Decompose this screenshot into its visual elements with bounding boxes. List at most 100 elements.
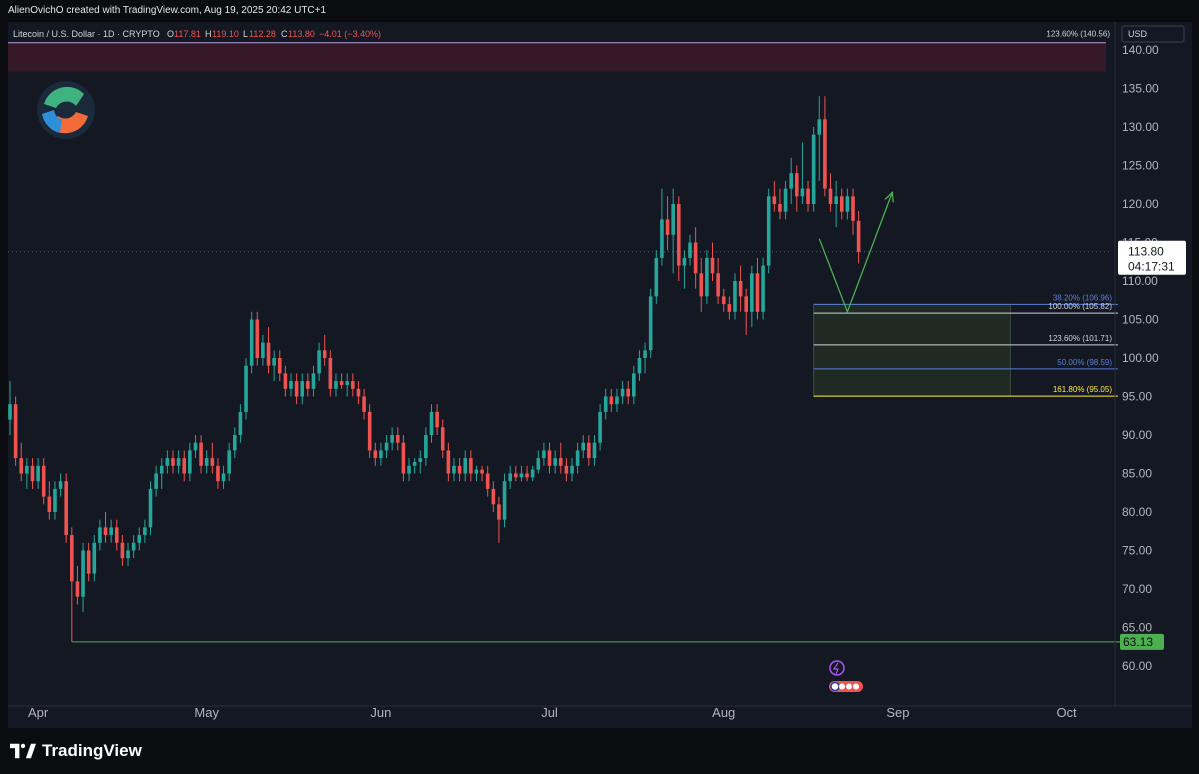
candle-body [744, 296, 749, 312]
time-tick-label: Sep [886, 705, 909, 720]
candle-body [721, 296, 726, 305]
candle-body [480, 469, 484, 474]
candle-body [131, 542, 136, 551]
candle-body [277, 358, 282, 374]
candle-body [199, 442, 203, 466]
candle-body [424, 435, 428, 459]
candle-body [390, 435, 394, 443]
candle-body [159, 465, 164, 474]
event-dot-icon [853, 683, 859, 690]
candle-body [660, 219, 664, 258]
price-tick-label: 135.00 [1122, 82, 1159, 96]
candle-body [143, 527, 147, 536]
time-tick-label: May [194, 705, 219, 720]
candle-body [356, 388, 361, 397]
candle-body [789, 173, 793, 189]
price-tick-label: 100.00 [1122, 351, 1159, 365]
candle-body [643, 350, 647, 358]
candle-body [98, 527, 102, 543]
candle-body [800, 188, 805, 197]
candle-body [395, 435, 400, 443]
candle-body [839, 196, 844, 212]
current-price-value: 113.80 [1128, 245, 1164, 259]
candle-body [233, 435, 237, 451]
currency-box[interactable] [1121, 25, 1185, 43]
candle-body [373, 450, 378, 459]
lightning-event-icon[interactable] [829, 660, 845, 676]
candle-body [13, 404, 18, 459]
candle-body [345, 381, 349, 385]
candle-body [766, 196, 771, 266]
tradingview-wordmark: TradingView [42, 741, 142, 760]
candle-body [547, 450, 552, 466]
candle-body [47, 496, 52, 512]
candle-body [109, 527, 113, 536]
candle-body [41, 465, 46, 497]
low-value: 112.28 [249, 29, 276, 39]
price-chart[interactable]: 123.60% (140.56) 38.20% (106.96)100.00% (… [8, 22, 1192, 728]
time-scale: Apr May Jun Jul Aug Sep Oct [8, 705, 1192, 720]
candle-body [317, 350, 321, 374]
support-price-tag [1120, 633, 1164, 650]
candle-body [120, 542, 125, 559]
candle-body [615, 396, 619, 405]
candle-body [676, 204, 681, 266]
candle-body [334, 381, 338, 389]
candle-body [525, 473, 529, 478]
candle-body [300, 381, 305, 397]
candle-body [778, 204, 782, 212]
candle-body [165, 458, 170, 466]
resistance-zone [8, 42, 1106, 72]
candle-body [553, 458, 557, 466]
candle-body [176, 458, 181, 466]
candle-body [463, 458, 468, 474]
candle-body [322, 350, 327, 358]
price-tick-label: 140.00 [1122, 43, 1159, 57]
candle-body [227, 450, 231, 474]
candle-body [446, 450, 451, 474]
fib-level-label: 161.80% (95.05) [1053, 385, 1112, 394]
candle-body [418, 458, 423, 462]
candle-body [210, 458, 215, 466]
candle-body [761, 265, 765, 312]
candle-body [474, 469, 479, 474]
candle-body [710, 257, 715, 274]
candle-body [19, 458, 24, 474]
footer: TradingView [0, 728, 1199, 774]
candle-body [519, 473, 524, 478]
candle-body [148, 488, 153, 528]
candle-body [727, 304, 732, 312]
candle-body [671, 204, 675, 235]
fib-zone-box [813, 303, 1011, 397]
candle-body [351, 381, 355, 389]
candle-body [92, 542, 97, 574]
candle-body [137, 535, 142, 543]
candle-body [530, 469, 535, 478]
price-tick-label: 85.00 [1122, 467, 1152, 481]
candle-body [412, 461, 417, 466]
candle-body [828, 188, 833, 204]
us-flag-icon [830, 681, 840, 692]
chart-area[interactable]: 123.60% (140.56) 38.20% (106.96) 100.00% (… [8, 22, 1192, 728]
attribution-text: AlienOvichO created with TradingView.com… [8, 5, 327, 16]
candle-body [362, 396, 366, 412]
event-markers[interactable] [829, 660, 863, 692]
current-price-tag [1118, 240, 1186, 275]
lightning-bolt-icon [832, 662, 839, 675]
price-tick-label: 90.00 [1122, 428, 1152, 442]
tradingview-brand[interactable]: TradingView [10, 741, 142, 761]
candle-body [834, 196, 838, 204]
time-tick-label: Oct [1056, 705, 1077, 720]
candle-body [603, 396, 608, 412]
candle-body [795, 173, 799, 197]
logo-blue-swirl [42, 110, 62, 133]
candle-body [339, 381, 344, 385]
candle-body [379, 450, 383, 459]
candle-body [86, 550, 91, 574]
candle-body [469, 458, 473, 474]
candle-body [514, 473, 518, 478]
candle-body [8, 404, 12, 420]
candle-body [306, 381, 310, 389]
fib-level-label: 50.00% (98.59) [1057, 358, 1112, 367]
candle-body [384, 442, 389, 451]
